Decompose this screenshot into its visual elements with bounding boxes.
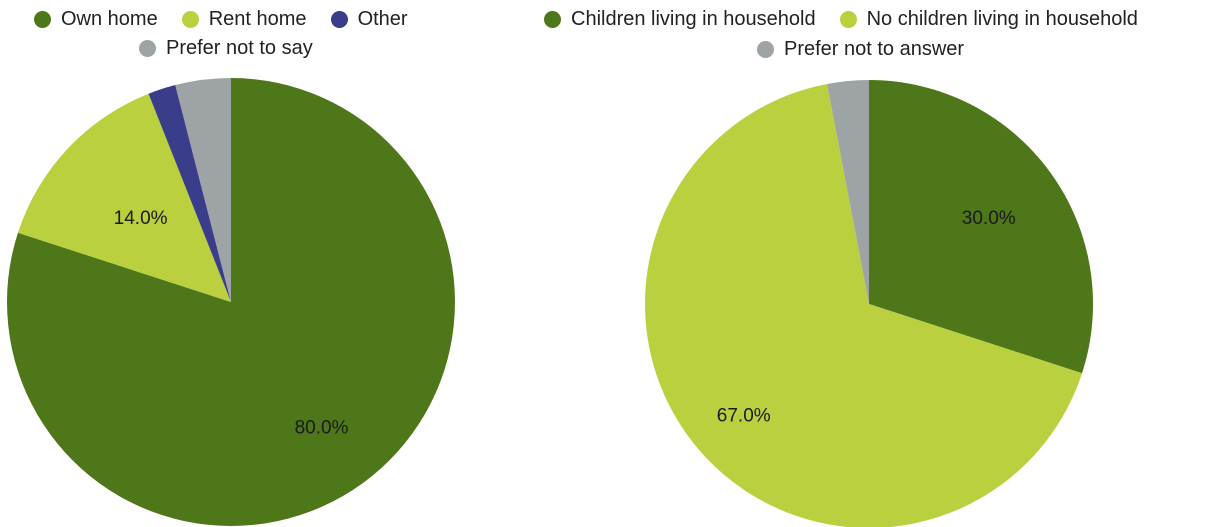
legend-item-prefer-not-to-say: Prefer not to say — [139, 37, 313, 60]
legend-marker-children-living — [544, 11, 561, 28]
legend-marker-prefer-not-to-say — [139, 40, 156, 57]
legend-label-children-living: Children living in household — [571, 8, 816, 30]
legend-marker-other — [330, 11, 348, 28]
pie-slice-other — [148, 85, 231, 302]
children-pie: 30.0% 67.0% — [645, 80, 1094, 527]
legend-marker-own-home — [34, 11, 51, 28]
data-label-children-living-in-household: 30.0% — [962, 208, 1016, 229]
legend-row-2: Prefer not to answer — [757, 38, 964, 61]
legend-marker-no-children — [839, 11, 857, 28]
children-pie-chart: Children living in household No children… — [530, 0, 1209, 527]
legend-label-prefer-not-to-answer: Prefer not to answer — [784, 38, 965, 60]
pie-slice-rent-home — [17, 93, 232, 302]
data-label-rent-home: 14.0% — [114, 208, 168, 229]
legend-label-rent-home: Rent home — [208, 8, 307, 30]
legend-row-2: Prefer not to say — [139, 37, 313, 60]
data-label-no-children-living-in-household: 67.0% — [717, 405, 771, 426]
legend-marker-rent-home — [181, 11, 199, 28]
legend-item-rent-home: Rent home — [181, 8, 307, 31]
pie-slice-prefer-not-to-answer — [827, 80, 869, 304]
legend-item-own-home: Own home — [34, 8, 158, 31]
legend-label-other: Other — [357, 8, 408, 30]
housing-pie-chart: Own home Rent home Other Prefer not to s… — [0, 0, 470, 527]
legend-row-1: Children living in household No children… — [544, 8, 1138, 31]
data-label-own-home: 80.0% — [295, 418, 349, 439]
pie-slice-prefer-not-to-say — [175, 78, 231, 302]
legend-label-prefer-not-to-say: Prefer not to say — [166, 37, 313, 59]
housing-pie: 80.0% 14.0% — [6, 78, 455, 526]
legend-marker-prefer-not-to-answer — [757, 41, 774, 58]
pie-slice-children-living-in-household — [869, 80, 1094, 374]
legend-item-other: Other — [330, 8, 408, 31]
legend-item-prefer-not-to-answer: Prefer not to answer — [757, 38, 964, 61]
legend-label-no-children: No children living in household — [866, 8, 1138, 30]
legend-item-children-living: Children living in household — [544, 8, 816, 31]
pie-slice-own-home — [6, 78, 455, 526]
pie-slice-no-children-living-in-household — [645, 83, 1083, 527]
legend-label-own-home: Own home — [61, 8, 158, 30]
legend-item-no-children: No children living in household — [839, 8, 1138, 31]
legend-row-1: Own home Rent home Other — [34, 8, 408, 31]
